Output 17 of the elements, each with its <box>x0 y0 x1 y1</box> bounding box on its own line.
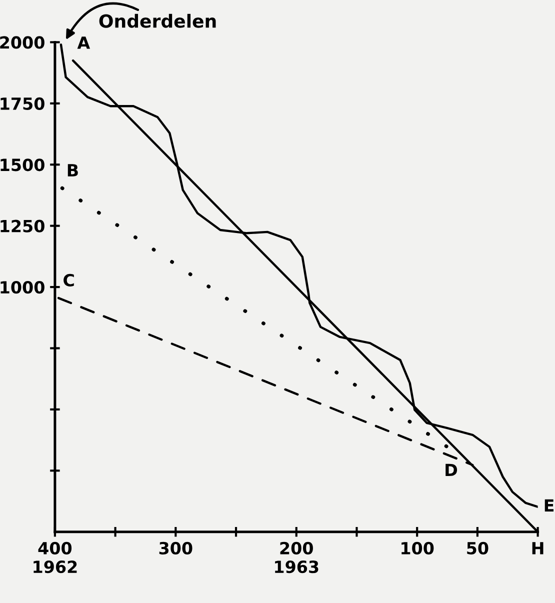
annotation: B <box>68 164 78 176</box>
x-tick-label: 50 <box>467 542 488 554</box>
annotation: C <box>64 274 74 286</box>
y-tick-label: 1000 <box>0 280 44 294</box>
x-tick-label: 300 <box>159 542 192 554</box>
x-tick-label: H <box>532 542 544 554</box>
y-tick-label: 1250 <box>0 220 44 232</box>
annotation: A <box>77 36 90 49</box>
annotation: D <box>446 464 458 476</box>
y-tick-label: 1750 <box>0 97 44 110</box>
y-tick-label: 1500 <box>0 158 44 172</box>
x-tick-label: 400 1962 <box>34 542 77 574</box>
y-tick-label: 2000 <box>0 36 44 49</box>
x-tick-label: 100 <box>402 542 434 554</box>
annotation: E <box>544 499 554 512</box>
y-axis-title: Onderdelen <box>99 14 216 28</box>
x-tick-label: 200 1963 <box>275 542 318 574</box>
